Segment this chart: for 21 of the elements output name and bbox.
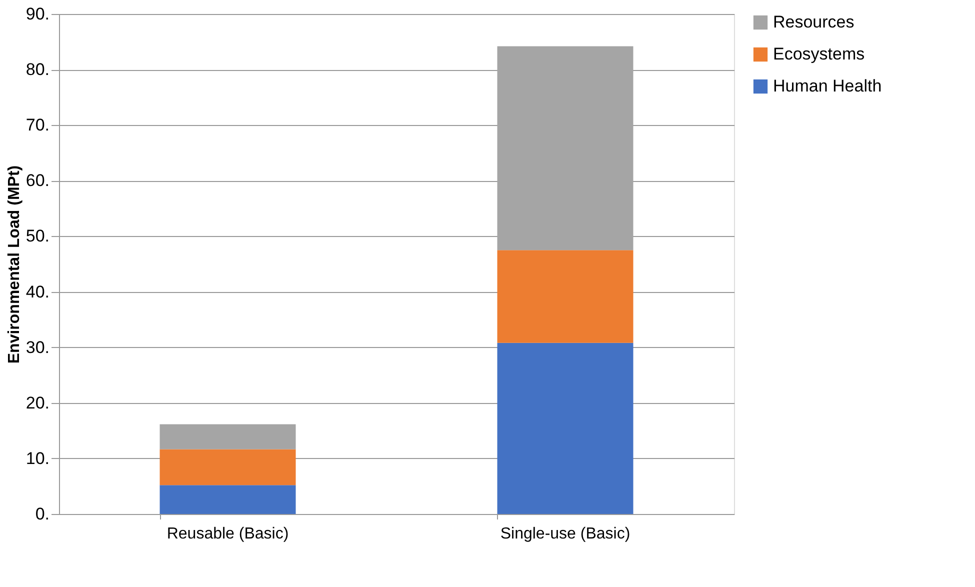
legend-label: Ecosystems [773, 44, 865, 64]
y-tick-label: 30. [26, 338, 50, 357]
y-tick-label: 60. [26, 171, 50, 190]
y-tick-label: 40. [26, 282, 50, 302]
y-tick-label: 90. [26, 4, 50, 24]
y-tick-label: 20. [26, 393, 50, 412]
bar [160, 485, 296, 514]
bar [497, 250, 634, 343]
y-axis-title: Environmental Load (MPt) [6, 165, 23, 364]
bar [497, 342, 634, 514]
y-tick-label: 0. [35, 504, 50, 524]
legend-label: Resources [773, 12, 854, 32]
x-tick-label: Single-use (Basic) [500, 526, 630, 542]
legend-label: Human Health [773, 76, 882, 96]
y-tick-label: 70. [26, 116, 50, 135]
y-tick-label: 10. [26, 448, 50, 468]
y-tick-label: 50. [26, 226, 50, 246]
bar [160, 449, 296, 486]
y-tick-label: 80. [26, 60, 50, 80]
bar [160, 424, 296, 450]
x-tick-label: Reusable (Basic) [166, 526, 289, 542]
